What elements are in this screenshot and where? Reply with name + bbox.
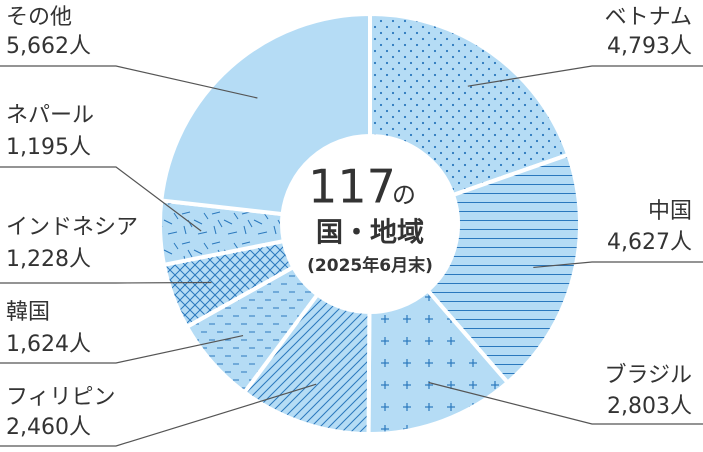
value-label: 1,195人: [6, 135, 91, 160]
category-label: ネパール: [6, 103, 94, 128]
center-number: 117: [308, 160, 396, 214]
center-particle: の: [392, 181, 416, 209]
value-label: 2,460人: [6, 415, 91, 440]
value-label: 2,803人: [607, 394, 692, 419]
value-label: 5,662人: [6, 34, 91, 59]
value-label: 1,624人: [6, 332, 91, 357]
category-label: ブラジル: [604, 363, 692, 388]
category-label: 韓国: [6, 300, 50, 325]
center-date: (2025年6月末): [307, 255, 433, 276]
category-label: インドネシア: [6, 215, 138, 240]
value-label: 1,228人: [6, 247, 91, 272]
category-label: 中国: [648, 199, 692, 224]
value-label: 4,793人: [607, 34, 692, 59]
value-label: 4,627人: [607, 230, 692, 255]
category-label: ベトナム: [605, 5, 692, 30]
category-label: フィリピン: [6, 385, 116, 410]
center-title: 国・地域: [316, 218, 424, 249]
category-label: その他: [6, 5, 72, 30]
